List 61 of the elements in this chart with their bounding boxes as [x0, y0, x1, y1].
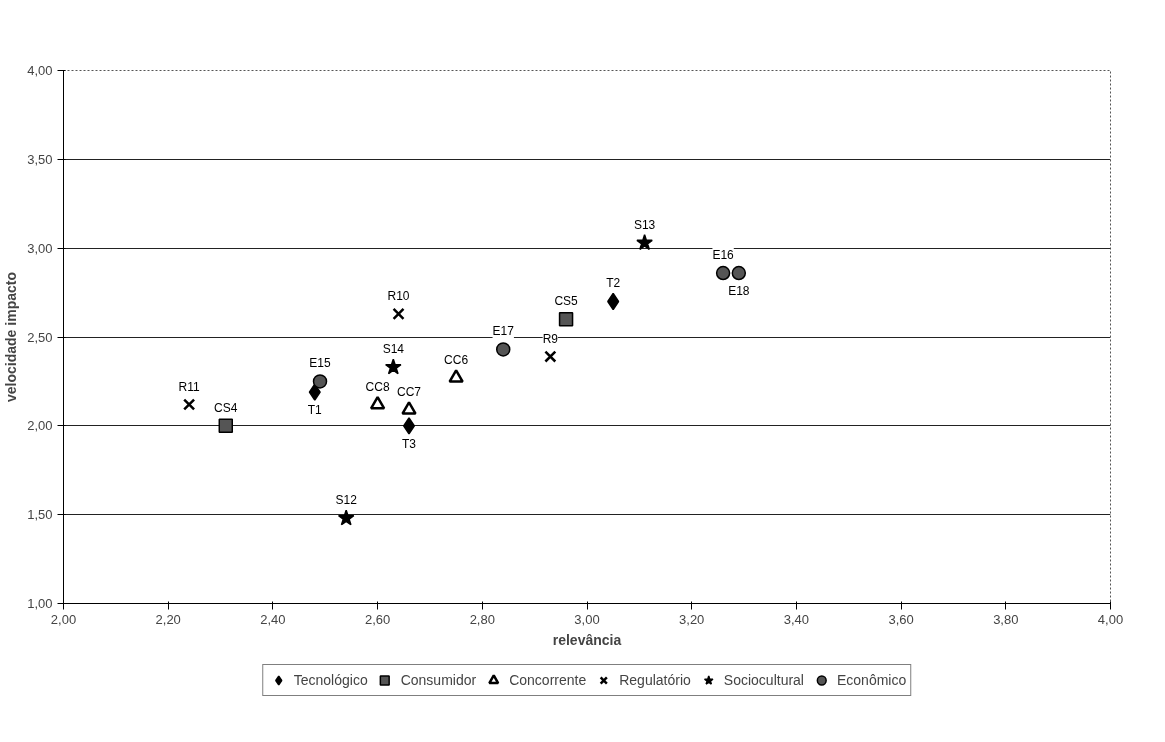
data-label: T3: [402, 436, 417, 451]
point: [182, 398, 196, 411]
data-label: S12: [335, 493, 358, 508]
point: [384, 358, 402, 375]
data-label: CC7: [397, 384, 422, 399]
data-label: T1: [307, 403, 323, 418]
y-tick-label: 2,50: [27, 329, 53, 345]
legend-label: Econômico: [836, 672, 907, 688]
x-tick-label: 3,80: [993, 611, 1019, 627]
y-tick-label: 1,50: [27, 507, 53, 523]
legend-label: Sociocultural: [723, 672, 804, 688]
data-label: CC8: [365, 379, 390, 394]
x-tick-label: 2,20: [155, 611, 181, 627]
y-axis-title: velocidade impacto: [3, 272, 20, 402]
point: [495, 342, 511, 357]
data-label: T2: [606, 276, 621, 291]
x-tick-label: 3,00: [574, 611, 600, 627]
data-label: R9: [542, 331, 559, 346]
data-label: R10: [387, 288, 410, 303]
data-label: CS4: [214, 400, 238, 415]
data-label: CS5: [554, 294, 579, 309]
legend-label: Regulatório: [619, 672, 691, 688]
point: [402, 417, 416, 435]
x-tick-label: 3,20: [679, 611, 705, 627]
x-axis-title: relevância: [552, 631, 622, 648]
data-label: S14: [382, 342, 405, 357]
x-tick-label: 2,60: [364, 611, 391, 627]
point: [448, 369, 464, 383]
point: [715, 265, 731, 281]
point: [392, 307, 405, 321]
point: [731, 265, 747, 281]
x-tick-label: 2,40: [260, 611, 286, 627]
x-tick-label: 2,00: [50, 611, 77, 627]
y-tick-label: 2,00: [27, 418, 53, 434]
legend-label: Consumidor: [400, 672, 477, 688]
point: [401, 401, 417, 415]
point: [636, 234, 653, 251]
data-label: R11: [178, 379, 201, 394]
legend-label: Tecnológico: [293, 672, 368, 688]
point: [558, 311, 574, 327]
data-label: S13: [633, 217, 656, 232]
data-label: E15: [309, 356, 332, 371]
data-label: CC6: [444, 352, 469, 367]
point: [218, 418, 234, 434]
y-tick-label: 3,00: [27, 240, 53, 256]
x-tick-label: 3,40: [783, 611, 810, 627]
data-label: E16: [712, 248, 735, 263]
point: [308, 383, 321, 401]
y-tick-label: 3,50: [27, 151, 53, 167]
point: [544, 350, 557, 363]
data-label: E17: [492, 324, 515, 339]
legend-label: Concorrente: [509, 672, 587, 688]
x-tick-label: 4,00: [1097, 611, 1124, 627]
y-tick-label: 1,00: [27, 596, 53, 611]
point: [312, 374, 328, 389]
point: [337, 509, 355, 526]
y-tick-label: 4,00: [27, 63, 53, 78]
x-tick-label: 2,80: [469, 611, 495, 627]
x-tick-label: 3,60: [888, 611, 914, 627]
data-label: E18: [728, 284, 750, 299]
point: [369, 395, 386, 410]
